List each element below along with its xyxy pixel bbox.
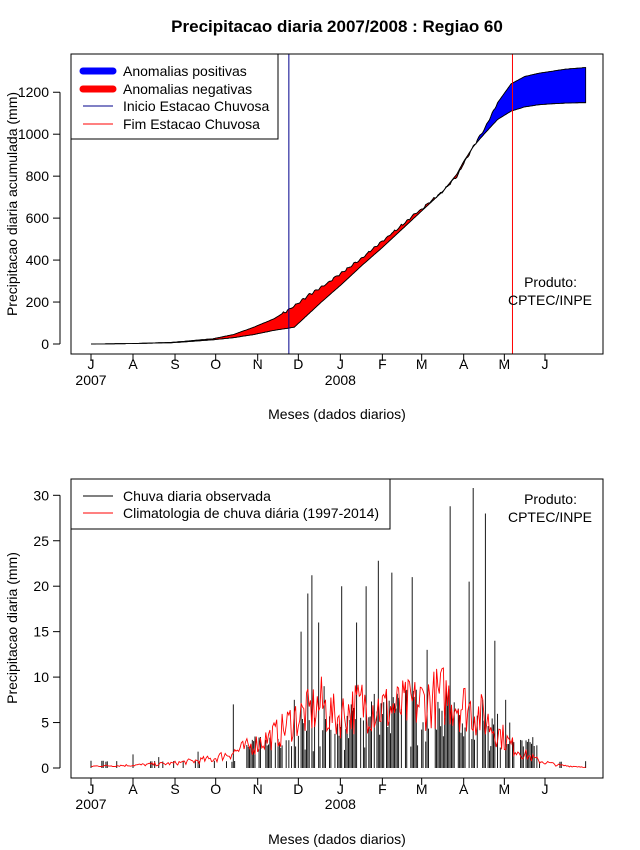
- top-x-tick-label: A: [459, 356, 469, 372]
- bottom-x-tick-label: M: [499, 781, 511, 797]
- bottom-x-tick-label: A: [459, 781, 469, 797]
- top-y-axis-title: Precipitacao diaria acumulada (mm): [4, 92, 20, 316]
- top-x-tick-label: D: [293, 356, 303, 372]
- top-y-tick-label: 400: [26, 252, 50, 268]
- bottom-x-tick-label: M: [416, 781, 428, 797]
- bottom-x-axis-title: Meses (dados diarios): [268, 831, 406, 847]
- bottom-legend-box: [70, 478, 391, 530]
- bottom-legend-label: Chuva diaria observada: [123, 488, 271, 504]
- top-y-tick-label: 1200: [18, 84, 49, 100]
- top-y-tick-label: 1000: [18, 126, 49, 142]
- bottom-y-tick-label: 5: [41, 715, 49, 731]
- top-legend-label: Inicio Estacao Chuvosa: [123, 98, 270, 114]
- top-year-label: 2008: [325, 372, 356, 388]
- top-x-axis-title: Meses (dados diarios): [268, 406, 406, 422]
- top-x-tick-label: N: [253, 356, 263, 372]
- chart-title: Precipitacao diaria 2007/2008 : Regiao 6…: [171, 17, 503, 36]
- bottom-y-tick-label: 25: [33, 533, 49, 549]
- top-year-label: 2007: [75, 372, 106, 388]
- top-x-tick-label: O: [210, 356, 221, 372]
- top-y-tick-label: 800: [26, 168, 50, 184]
- bottom-year-label: 2008: [325, 796, 356, 812]
- top-x-tick-label: J: [88, 356, 95, 372]
- daily-panel: 0 5 10 15 20 25 30 Precipitacao diaria (mm) J A S O…: [4, 478, 604, 847]
- bottom-x-tick-label: F: [378, 781, 387, 797]
- bottom-y-tick-label: 30: [33, 487, 49, 503]
- bottom-x-tick-label: J: [88, 781, 95, 797]
- bottom-y-tick-label: 20: [33, 578, 49, 594]
- top-legend-label: Fim Estacao Chuvosa: [123, 116, 260, 132]
- bottom-y-tick-label: 15: [33, 624, 49, 640]
- bottom-y-axis-title: Precipitacao diaria (mm): [4, 552, 20, 704]
- bottom-y-tick-label: 0: [41, 760, 49, 776]
- bottom-x-tick-label: D: [293, 781, 303, 797]
- top-x-tick-label: M: [499, 356, 511, 372]
- bottom-x-tick-label: J: [337, 781, 344, 797]
- top-plot-frame: [70, 53, 604, 355]
- top-x-tick-label: J: [542, 356, 549, 372]
- top-legend-label: Anomalias positivas: [123, 63, 247, 79]
- bottom-product-annotation: CPTEC/INPE: [508, 509, 592, 525]
- top-legend-label: Anomalias negativas: [123, 81, 252, 97]
- top-y-tick-label: 200: [26, 294, 50, 310]
- bottom-product-annotation: Produto:: [524, 491, 577, 507]
- top-x-tick-label: M: [416, 356, 428, 372]
- top-x-tick-label: S: [170, 356, 179, 372]
- bottom-x-tick-label: J: [542, 781, 549, 797]
- bottom-y-tick-label: 10: [33, 669, 49, 685]
- top-x-tick-label: A: [128, 356, 138, 372]
- top-x-tick-label: F: [378, 356, 387, 372]
- bottom-x-tick-label: O: [210, 781, 221, 797]
- bottom-x-tick-label: N: [253, 781, 263, 797]
- bottom-x-tick-label: S: [170, 781, 179, 797]
- top-y-tick-label: 0: [41, 336, 49, 352]
- bottom-x-tick-label: A: [128, 781, 138, 797]
- bottom-year-label: 2007: [75, 796, 106, 812]
- climatology-daily-line: [90, 667, 586, 768]
- top-product-annotation: CPTEC/INPE: [508, 292, 592, 308]
- top-x-tick-label: J: [337, 356, 344, 372]
- bottom-legend-label: Climatologia de chuva diária (1997-2014): [123, 505, 379, 521]
- climatology-accumulated-line: [91, 102, 586, 345]
- top-product-annotation: Produto:: [524, 274, 577, 290]
- top-y-tick-label: 600: [26, 210, 50, 226]
